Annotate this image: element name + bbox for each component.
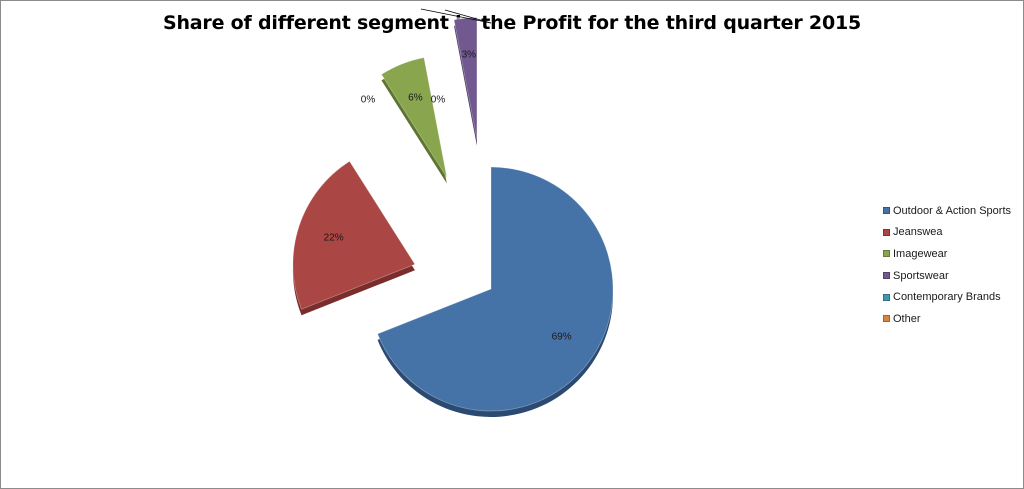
legend-swatch [883,315,890,323]
pie-slices-group [292,17,614,412]
legend-item-other: Other [883,308,1011,330]
leader-line-contemporary-brands [420,8,492,24]
legend-item-sportswear: Sportswear [883,265,1011,287]
leader-lines-group [420,8,492,24]
chart-title: Share of different segment in the Profit… [162,12,861,34]
slice-imagewear [380,57,448,178]
slice-sportswear [453,17,478,140]
slice-label-outdoor-action-sports: 69% [552,332,572,343]
legend-label: Jeanswea [893,226,943,239]
chart-legend: Outdoor & Action Sports Jeanswea Imagewear… [883,200,1011,330]
legend-label: Contemporary Brands [893,291,1001,304]
legend-swatch [883,207,890,215]
slice-jeanswea [292,160,416,310]
legend-item-outdoor-action-sports: Outdoor & Action Sports [883,200,1011,222]
leader-line-other [444,9,492,24]
slice-label-sportswear: 3% [462,49,477,60]
slice-label-jeanswea: 22% [324,233,344,244]
legend-swatch [883,272,890,280]
legend-item-contemporary-brands: Contemporary Brands [883,286,1011,308]
legend-label: Other [893,312,921,325]
legend-item-jeanswea: Jeanswea [883,222,1011,244]
legend-label: Imagewear [893,247,948,260]
slice-labels-group: 69% 22% 6% 3% 0% 0% [324,49,572,342]
slice-label-imagewear: 6% [408,93,423,104]
legend-swatch [883,228,890,236]
legend-label: Sportswear [893,269,949,282]
legend-swatch [883,250,890,258]
slice-label-other: 0% [431,95,446,106]
legend-swatch [883,293,890,301]
slice-label-contemporary-brands: 0% [361,95,376,106]
legend-label: Outdoor & Action Sports [893,204,1012,217]
slice-outdoor-action-sports [377,166,614,412]
legend-item-imagewear: Imagewear [883,243,1011,265]
